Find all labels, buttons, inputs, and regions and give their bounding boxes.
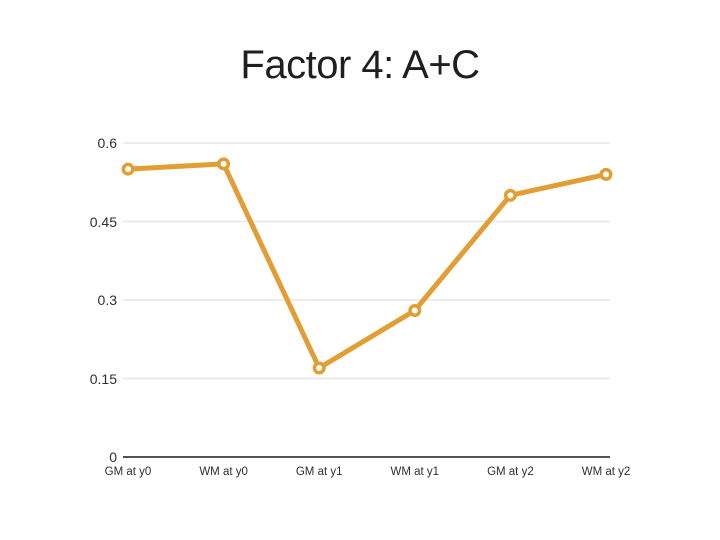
data-point-marker (312, 361, 326, 375)
data-point-marker (217, 157, 231, 171)
y-axis-tick-label: 0 (109, 449, 117, 465)
x-axis-tick-label: GM at y2 (487, 466, 534, 478)
data-point-marker (121, 162, 135, 176)
data-point-marker (408, 303, 422, 317)
x-axis-tick-label: GM at y0 (104, 466, 152, 478)
x-axis-tick-label: WM at y0 (199, 466, 248, 478)
y-axis-tick-label: 0.3 (97, 292, 117, 308)
x-axis-tick-label: GM at y1 (295, 466, 343, 478)
y-axis-tick-label: 0.6 (97, 135, 117, 151)
chart-title: Factor 4: A+C (240, 43, 480, 87)
data-line (125, 161, 609, 371)
data-point-marker (599, 167, 613, 181)
y-axis-tick-label: 0.15 (89, 370, 117, 387)
data-point-marker (503, 188, 517, 202)
x-axis-tick-label: WM at y2 (581, 466, 631, 478)
x-axis-tick-label: WM at y1 (390, 466, 440, 478)
y-axis-tick-label: 0.45 (89, 213, 117, 230)
